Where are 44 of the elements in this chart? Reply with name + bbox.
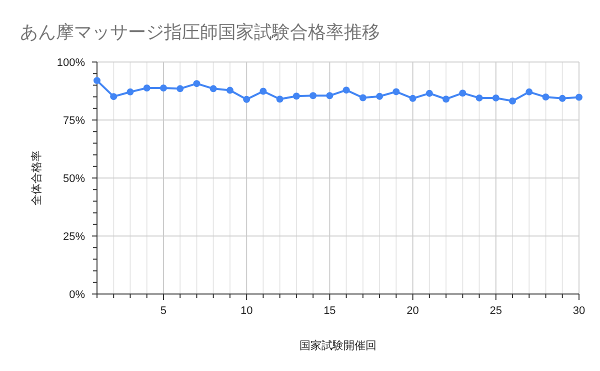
point — [542, 94, 550, 101]
point — [110, 93, 118, 100]
chart-title: あん摩マッサージ指圧師国家試験合格率推移 — [20, 22, 380, 42]
y-tick-label: 50% — [62, 173, 86, 185]
y-tick-label: 100% — [56, 57, 86, 69]
point — [292, 92, 300, 100]
point — [176, 85, 184, 92]
point — [342, 86, 350, 94]
y-tick-label: 25% — [62, 231, 86, 243]
point — [476, 94, 483, 102]
x-axis-title: 国家試験開催回 — [300, 339, 376, 352]
x-tick-label: 25 — [490, 305, 502, 317]
point — [326, 92, 334, 100]
point — [492, 94, 500, 102]
point — [576, 94, 582, 101]
point — [160, 84, 167, 92]
point — [260, 88, 267, 95]
point — [310, 92, 317, 100]
point — [359, 94, 366, 102]
point — [243, 96, 250, 103]
point — [526, 88, 533, 96]
point — [226, 86, 234, 94]
point — [193, 80, 200, 88]
point — [426, 90, 433, 97]
point — [126, 88, 134, 96]
x-tick-label: 5 — [160, 305, 167, 317]
point — [94, 77, 100, 84]
point — [509, 97, 516, 104]
x-tick-label: 30 — [572, 305, 586, 317]
point — [558, 94, 566, 102]
point — [442, 96, 450, 103]
x-tick-label: 20 — [406, 305, 419, 317]
point — [459, 90, 466, 97]
point — [143, 84, 150, 92]
x-tick-label: 10 — [240, 305, 253, 317]
point — [276, 96, 284, 103]
x-tick-label: 15 — [324, 305, 336, 317]
point — [392, 88, 400, 96]
point — [210, 85, 217, 92]
y-axis-title: 全体合格率 — [30, 150, 43, 206]
y-tick-label: 0% — [69, 289, 86, 301]
point — [376, 92, 384, 100]
y-tick-label: 75% — [62, 115, 86, 127]
point — [409, 94, 416, 102]
